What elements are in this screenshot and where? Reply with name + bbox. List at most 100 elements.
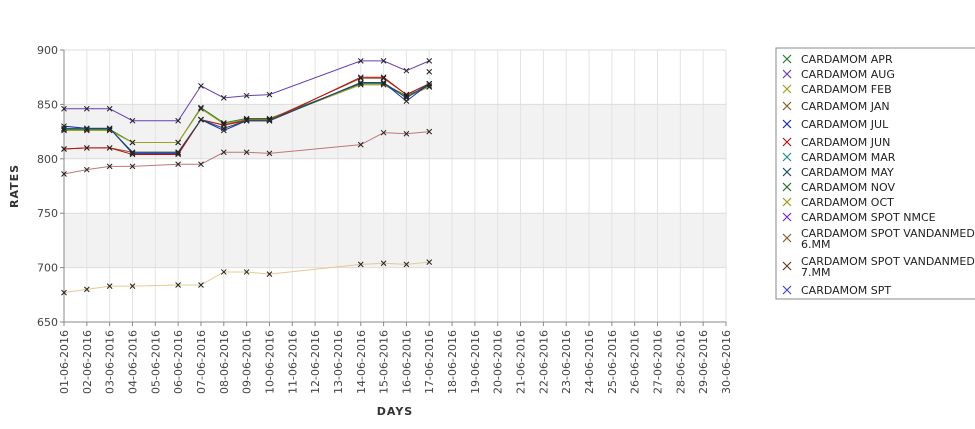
data-point	[106, 127, 113, 134]
legend-marker	[782, 233, 792, 243]
legend-marker	[782, 84, 792, 94]
x-tick-label: 03-06-2016	[104, 330, 117, 394]
data-point	[175, 161, 181, 168]
data-point	[380, 74, 387, 81]
y-tick-label: 750	[37, 207, 58, 220]
data-point	[129, 149, 136, 156]
data-point	[61, 125, 67, 132]
data-point	[129, 151, 136, 158]
data-point	[106, 145, 113, 151]
data-point	[357, 261, 364, 268]
data-point	[198, 282, 204, 288]
data-point	[61, 127, 67, 134]
x-axis-title: DAYS	[377, 405, 413, 418]
x-tick-label: 27-06-2016	[652, 330, 665, 394]
data-point	[106, 283, 113, 289]
data-point	[357, 141, 364, 148]
data-point	[426, 80, 433, 87]
data-point	[220, 125, 227, 132]
x-tick-label: 19-06-2016	[469, 330, 482, 394]
x-tick-label: 24-06-2016	[583, 330, 596, 394]
legend-marker	[782, 152, 792, 162]
y-tick-label: 900	[37, 44, 58, 57]
data-point	[357, 74, 364, 81]
x-tick-label: 15-06-2016	[378, 330, 391, 394]
y-tick-label: 800	[37, 153, 58, 166]
data-point	[426, 128, 433, 135]
data-point	[83, 166, 90, 173]
data-point	[220, 95, 227, 101]
x-tick-label: 01-06-2016	[58, 330, 71, 394]
data-point	[266, 271, 273, 277]
data-point	[380, 79, 387, 86]
x-tick-label: 12-06-2016	[309, 330, 322, 394]
data-point	[266, 150, 273, 157]
legend-label: CARDAMOM SPOT VANDANMEDU	[801, 227, 975, 240]
x-tick-label: 23-06-2016	[560, 330, 573, 394]
legend-box	[775, 47, 975, 300]
data-point	[129, 150, 136, 157]
data-point	[380, 58, 387, 64]
legend-marker	[782, 285, 792, 295]
x-tick-label: 09-06-2016	[241, 330, 254, 394]
data-point	[403, 261, 410, 268]
data-point	[380, 129, 387, 136]
legend-label: CARDAMOM SPOT VANDANMEDU	[801, 255, 975, 268]
x-tick-label: 20-06-2016	[492, 330, 505, 394]
legend-label: CARDAMOM SPOT NMCE	[801, 211, 936, 224]
x-tick-label: 07-06-2016	[195, 330, 208, 394]
data-point	[403, 130, 410, 137]
data-point	[426, 68, 433, 75]
x-tick-label: 22-06-2016	[537, 330, 550, 394]
series	[61, 79, 433, 156]
legend-marker	[782, 261, 792, 271]
x-tick-label: 26-06-2016	[629, 330, 642, 394]
legend-marker	[782, 212, 792, 222]
data-point	[175, 117, 181, 124]
legend-marker	[782, 54, 792, 64]
y-axis-ticks: 650 700 750 800 850 900	[37, 44, 64, 329]
data-point	[243, 149, 250, 156]
data-point	[403, 93, 410, 100]
data-point	[357, 58, 364, 64]
data-point	[426, 58, 433, 64]
data-point	[175, 139, 181, 146]
data-point	[83, 125, 90, 132]
data-point	[129, 283, 136, 289]
data-point	[357, 79, 364, 86]
data-point	[198, 161, 204, 168]
x-tick-label: 25-06-2016	[606, 330, 619, 394]
x-tick-label: 28-06-2016	[674, 330, 687, 394]
data-point	[243, 117, 250, 124]
series	[61, 259, 433, 296]
x-tick-label: 02-06-2016	[81, 330, 94, 394]
series	[61, 128, 433, 177]
data-point	[129, 117, 136, 124]
legend-marker	[782, 167, 792, 177]
x-tick-label: 08-06-2016	[218, 330, 231, 394]
x-tick-label: 21-06-2016	[515, 330, 528, 394]
data-point	[380, 260, 387, 267]
x-tick-label: 14-06-2016	[355, 330, 368, 394]
legend-label: CARDAMOM SPT	[801, 284, 891, 297]
x-tick-label: 18-06-2016	[446, 330, 459, 394]
data-point	[175, 151, 181, 158]
legend: CARDAMOM APR CARDAMOM AUG CARDAMOM FEB CARD…	[775, 47, 975, 300]
data-point	[83, 145, 90, 151]
legend-label: 6.MM	[801, 238, 830, 251]
x-tick-label: 17-06-2016	[423, 330, 436, 394]
x-tick-label: 30-06-2016	[720, 330, 733, 394]
data-point	[106, 125, 113, 132]
x-tick-label: 10-06-2016	[263, 330, 276, 394]
x-tick-label: 05-06-2016	[149, 330, 162, 394]
data-point	[106, 163, 113, 170]
x-axis-ticks: 01-06-2016 02-06-2016 03-06-2016 04-06-2016…	[58, 322, 733, 394]
legend-label: CARDAMOM APR	[801, 53, 893, 66]
plot-band-1	[64, 104, 726, 159]
x-tick-label: 16-06-2016	[400, 330, 413, 394]
axes	[63, 50, 726, 323]
data-point	[198, 116, 204, 123]
data-point	[380, 81, 387, 88]
legend-marker	[782, 69, 792, 79]
